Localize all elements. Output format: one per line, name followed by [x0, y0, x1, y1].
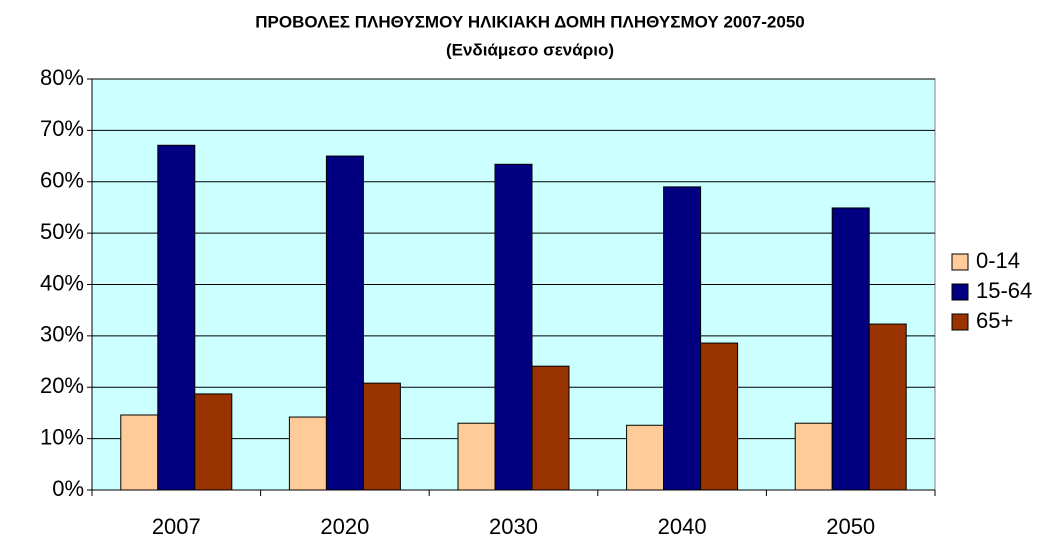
- bar: [120, 414, 159, 491]
- y-tick-label: 20%: [40, 373, 84, 398]
- y-tick-label: 10%: [40, 424, 84, 449]
- x-tick-label: 2040: [658, 514, 707, 539]
- x-tick-label: 2020: [320, 514, 369, 539]
- bar: [794, 422, 833, 491]
- legend-swatch: [951, 313, 969, 331]
- bar: [531, 365, 570, 491]
- y-tick-label: 70%: [40, 116, 84, 141]
- legend-swatch: [951, 283, 969, 301]
- legend-swatch: [951, 253, 969, 271]
- bar: [626, 424, 665, 491]
- legend-label: 0-14: [976, 248, 1020, 273]
- y-tick-label: 60%: [40, 168, 84, 193]
- bar: [288, 416, 327, 491]
- bar: [868, 323, 907, 491]
- legend-label: 15-64: [976, 278, 1032, 303]
- bar: [362, 382, 401, 491]
- bar: [700, 342, 739, 491]
- x-tick-label: 2050: [826, 514, 875, 539]
- chart-subtitle: (Ενδιάμεσο σενάριο): [446, 40, 614, 59]
- y-tick-label: 50%: [40, 219, 84, 244]
- y-tick-label: 80%: [40, 65, 84, 90]
- bar: [457, 422, 496, 491]
- bar: [831, 207, 870, 491]
- bar: [325, 155, 364, 491]
- legend-label: 65+: [976, 308, 1013, 333]
- y-tick-label: 30%: [40, 322, 84, 347]
- y-tick-label: 0%: [52, 476, 84, 501]
- bar: [494, 163, 533, 491]
- bar: [194, 393, 233, 491]
- y-tick-label: 40%: [40, 270, 84, 295]
- x-tick-label: 2030: [489, 514, 538, 539]
- bar: [663, 186, 702, 491]
- bar: [157, 144, 196, 491]
- chart-title: ΠΡΟΒΟΛΕΣ ΠΛΗΘΥΣΜΟΥ ΗΛΙΚΙΑΚΗ ΔΟΜΗ ΠΛΗΘΥΣΜ…: [255, 12, 805, 31]
- x-tick-label: 2007: [152, 514, 201, 539]
